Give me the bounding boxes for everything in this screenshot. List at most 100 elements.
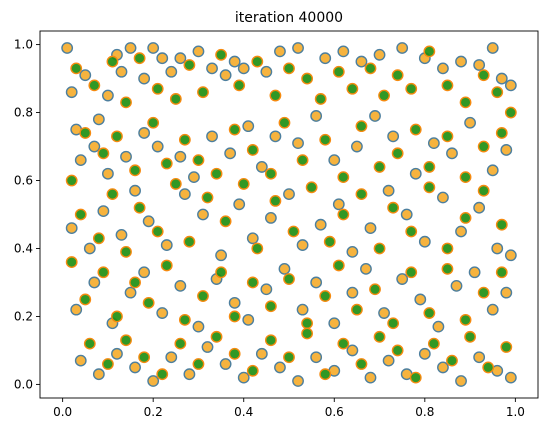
scatter-point-s1-79 xyxy=(495,218,508,231)
scatter-point-s1-34 xyxy=(160,157,173,170)
x-tick-label-0: 0.0 xyxy=(53,405,72,419)
scatter-point-s1-28 xyxy=(65,174,78,187)
scatter-point-s0-40 xyxy=(174,150,187,163)
scatter-point-s1-1 xyxy=(88,79,101,92)
scatter-point-s0-79 xyxy=(400,208,413,221)
scatter-point-s0-120 xyxy=(219,358,232,370)
scatter-point-s0-32 xyxy=(495,72,508,85)
axes-frame xyxy=(39,30,539,399)
scatter-point-s1-85 xyxy=(142,296,155,309)
scatter-point-s0-20 xyxy=(274,45,286,58)
scatter-point-s1-81 xyxy=(79,293,92,306)
scatter-point-s1-71 xyxy=(355,188,368,201)
scatter-point-s0-97 xyxy=(260,283,273,296)
scatter-point-s0-35 xyxy=(88,140,101,153)
scatter-point-s1-12 xyxy=(269,89,282,102)
scatter-point-s1-77 xyxy=(459,211,472,224)
scatter-point-s0-133 xyxy=(455,375,467,387)
scatter-point-s0-26 xyxy=(396,42,409,54)
scatter-point-s1-91 xyxy=(246,276,259,289)
scatter-point-s1-127 xyxy=(464,330,476,343)
scatter-point-s1-22 xyxy=(423,45,436,58)
scatter-point-s1-123 xyxy=(391,344,404,357)
scatter-point-s1-45 xyxy=(355,120,368,133)
scatter-point-s0-111 xyxy=(500,286,513,299)
scatter-point-s1-8 xyxy=(197,86,209,99)
scatter-point-s1-38 xyxy=(228,123,241,136)
scatter-point-s0-52 xyxy=(387,130,400,143)
scatter-point-s1-46 xyxy=(373,161,386,173)
scatter-point-s1-93 xyxy=(283,273,295,285)
scatter-point-s1-94 xyxy=(301,317,314,330)
scatter-point-s1-31 xyxy=(111,130,123,143)
scatter-point-s0-73 xyxy=(296,239,309,251)
scatter-point-s0-28 xyxy=(437,62,449,75)
scatter-point-s0-122 xyxy=(255,347,268,360)
scatter-point-s0-123 xyxy=(274,361,286,374)
scatter-point-s1-36 xyxy=(192,154,205,167)
scatter-point-s1-23 xyxy=(441,79,454,92)
scatter-point-s1-109 xyxy=(138,351,151,364)
scatter-point-s1-83 xyxy=(111,310,123,323)
scatter-point-s0-11 xyxy=(156,52,169,65)
scatter-point-s0-68 xyxy=(215,249,227,262)
chart-title: iteration 40000 xyxy=(235,10,343,26)
scatter-point-s1-106 xyxy=(83,337,96,350)
scatter-point-s1-121 xyxy=(355,358,368,370)
scatter-point-s1-84 xyxy=(129,276,141,289)
scatter-point-s1-72 xyxy=(373,242,386,255)
scatter-point-s1-95 xyxy=(319,290,332,302)
scatter-point-s0-67 xyxy=(197,208,209,221)
scatter-point-s0-9 xyxy=(138,72,151,85)
scatter-point-s1-3 xyxy=(120,96,132,109)
scatter-point-s1-102 xyxy=(441,262,454,275)
scatter-point-s1-52 xyxy=(477,140,490,153)
scatter-point-s0-55 xyxy=(446,147,458,160)
x-tick-label-2: 0.4 xyxy=(234,405,253,419)
scatter-point-s0-74 xyxy=(314,218,327,231)
scatter-point-s0-127 xyxy=(346,344,359,357)
scatter-point-s0-0 xyxy=(61,42,74,54)
scatter-point-s1-25 xyxy=(477,69,490,82)
scatter-point-s0-105 xyxy=(396,273,409,285)
y-tick-label-2: 0.4 xyxy=(14,241,33,255)
scatter-point-s1-80 xyxy=(65,256,78,268)
scatter-point-s1-110 xyxy=(156,368,169,381)
scatter-point-s1-108 xyxy=(120,334,132,347)
scatter-point-s1-54 xyxy=(74,208,87,221)
scatter-point-s0-23 xyxy=(337,45,350,58)
scatter-point-s0-117 xyxy=(165,351,178,364)
scatter-point-s0-5 xyxy=(102,89,114,102)
scatter-point-s0-29 xyxy=(455,55,467,68)
scatter-point-s0-60 xyxy=(83,242,96,255)
scatter-point-s1-125 xyxy=(427,337,440,350)
scatter-point-s0-93 xyxy=(192,320,205,333)
scatter-point-s0-41 xyxy=(188,171,200,184)
scatter-point-s1-104 xyxy=(477,286,490,299)
scatter-point-s1-11 xyxy=(251,55,264,68)
y-tick-label-4: 0.8 xyxy=(14,106,33,120)
scatter-point-s0-118 xyxy=(183,368,196,381)
scatter-point-s0-85 xyxy=(504,249,517,262)
x-tick-label-1: 0.2 xyxy=(144,405,163,419)
scatter-point-s0-108 xyxy=(450,279,463,292)
scatter-point-s1-103 xyxy=(459,313,472,326)
scatter-point-s1-88 xyxy=(197,290,209,302)
scatter-point-s0-49 xyxy=(328,154,341,167)
scatter-point-s1-67 xyxy=(287,225,300,238)
scatter-point-s0-90 xyxy=(138,266,151,279)
scatter-point-s1-119 xyxy=(319,368,332,381)
scatter-point-s0-70 xyxy=(246,232,259,245)
scatter-point-s0-71 xyxy=(264,211,277,224)
scatter-point-s1-115 xyxy=(246,364,259,377)
scatter-point-s1-114 xyxy=(228,347,241,360)
scatter-point-s0-34 xyxy=(74,154,87,167)
scatter-point-s0-81 xyxy=(437,191,449,204)
scatter-point-s0-24 xyxy=(355,55,368,68)
scatter-point-s0-87 xyxy=(88,276,101,289)
scatter-point-s0-56 xyxy=(464,116,476,129)
scatter-point-s1-53 xyxy=(495,127,508,139)
scatter-point-s1-124 xyxy=(409,371,422,384)
scatter-point-s1-117 xyxy=(283,351,295,364)
scatter-point-s0-121 xyxy=(237,371,250,384)
